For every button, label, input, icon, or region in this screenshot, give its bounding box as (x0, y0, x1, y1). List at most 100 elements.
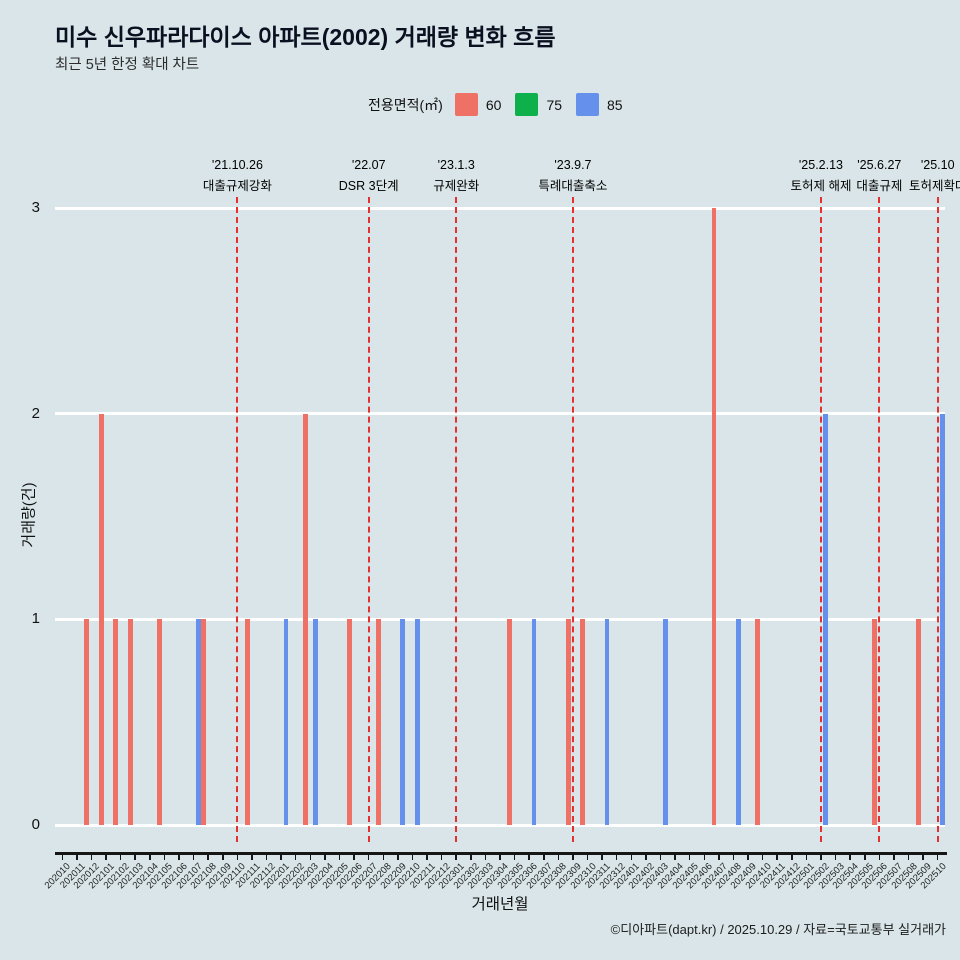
bar-85-202502 (823, 413, 829, 825)
x-tick (513, 855, 516, 860)
x-tick (338, 855, 341, 860)
annotation-line-202502 (819, 197, 822, 842)
x-tick (119, 855, 122, 860)
gridline-y0 (55, 823, 945, 827)
annotation-label-202301: '23.1.3 규제완화 (433, 155, 479, 197)
legend-item-label: 85 (607, 96, 623, 113)
x-tick (907, 855, 910, 860)
x-tick (864, 855, 866, 860)
x-tick (776, 855, 778, 860)
x-tick (470, 855, 472, 860)
annotation-text: 특례대출축소 (538, 179, 608, 193)
x-tick (703, 855, 705, 860)
y-axis-title: 거래량(건) (20, 482, 38, 548)
annotation-label-202510: '25.10 토허제확대 (909, 155, 960, 197)
x-tick (820, 855, 822, 860)
x-tick (192, 855, 195, 860)
bar-60-202108 (200, 619, 206, 825)
x-tick (732, 855, 735, 860)
page-subtitle: 최근 5년 한정 확대 차트 (55, 57, 200, 73)
annotation-text: 토허제확대 (908, 179, 960, 193)
x-tick (382, 855, 385, 860)
bar-60-202103 (127, 619, 133, 825)
x-tick (426, 855, 428, 860)
x-tick (615, 855, 618, 860)
annotation-line-202301 (455, 197, 458, 842)
legend-item-label: 60 (485, 96, 502, 113)
page-title: 미수 신우파라다이스 아파트(2002) 거래량 변화 흐름 (55, 24, 556, 50)
x-tick (367, 855, 370, 860)
x-tick (528, 855, 530, 860)
x-tick (747, 855, 749, 860)
bar-60-202407 (711, 208, 717, 825)
bar-60-202206 (346, 619, 352, 825)
annotation-label-202110: '21.10.26 대출규제강화 (203, 155, 272, 197)
x-tick (586, 855, 589, 860)
legend-item-85: 85 (576, 93, 623, 116)
x-tick (893, 855, 895, 860)
annotation-label-202506: '25.6.27 대출규제 (856, 155, 902, 197)
x-tick (674, 855, 676, 860)
gridline-y1 (55, 617, 945, 621)
gridline-y3 (55, 206, 945, 210)
x-tick (236, 855, 239, 860)
legend: 전용면적(㎡) 60 75 85 (368, 93, 637, 116)
y-tick-label: 1 (31, 610, 40, 628)
y-tick-label: 0 (31, 816, 40, 833)
x-tick (791, 855, 793, 860)
annotation-label-202207: '22.07 DSR 3단계 (339, 155, 399, 197)
legend-items: 60 75 85 (454, 93, 637, 116)
y-tick-label: 3 (31, 199, 40, 216)
x-tick (90, 855, 93, 860)
x-tick (207, 855, 209, 860)
x-tick (440, 855, 443, 860)
annotation-line-202309 (571, 197, 574, 842)
bar-60-202208 (375, 619, 381, 825)
x-tick (659, 855, 662, 860)
bar-60-202305 (507, 619, 513, 825)
x-tick (353, 855, 355, 860)
bar-60-202203 (303, 413, 308, 825)
annotation-line-202110 (236, 197, 239, 842)
x-axis-title: 거래년월 (471, 896, 529, 913)
bar-60-202310 (580, 619, 586, 825)
bar-60-202102 (113, 619, 119, 825)
bar-85-202209 (400, 619, 406, 825)
annotation-text: 대출규제강화 (202, 179, 272, 193)
x-tick (178, 855, 180, 860)
legend-item-75: 75 (515, 93, 562, 116)
legend-swatch-60 (454, 93, 478, 116)
bar-85-202403 (662, 619, 668, 825)
x-tick (309, 855, 312, 860)
x-tick (397, 855, 399, 860)
x-axis-line (55, 852, 947, 855)
x-tick (572, 855, 574, 860)
x-tick (761, 855, 764, 860)
x-tick (149, 855, 151, 860)
x-tick (543, 855, 545, 860)
x-tick (134, 855, 136, 860)
x-tick (557, 855, 560, 860)
y-tick-label: 2 (31, 404, 40, 422)
x-tick (251, 855, 253, 860)
x-tick (76, 855, 78, 860)
legend-swatch-85 (576, 93, 600, 116)
annotation-date: '23.1.3 (437, 158, 475, 172)
x-tick (936, 855, 939, 860)
annotation-date: '25.2.13 (798, 158, 844, 172)
x-tick (630, 855, 633, 860)
bar-85-202306 (531, 619, 537, 825)
x-tick (163, 855, 166, 860)
bar-85-202510 (940, 413, 945, 825)
annotation-date: '23.9.7 (554, 158, 592, 172)
x-tick (484, 855, 487, 860)
legend-item-60: 60 (454, 93, 502, 116)
bar-85-202408 (735, 619, 741, 825)
x-tick (718, 855, 720, 860)
annotation-line-202207 (367, 197, 370, 842)
x-tick (805, 855, 808, 860)
legend-swatch-75 (515, 93, 539, 116)
x-tick (878, 855, 881, 860)
annotation-line-202506 (878, 197, 881, 842)
x-tick (688, 855, 691, 860)
